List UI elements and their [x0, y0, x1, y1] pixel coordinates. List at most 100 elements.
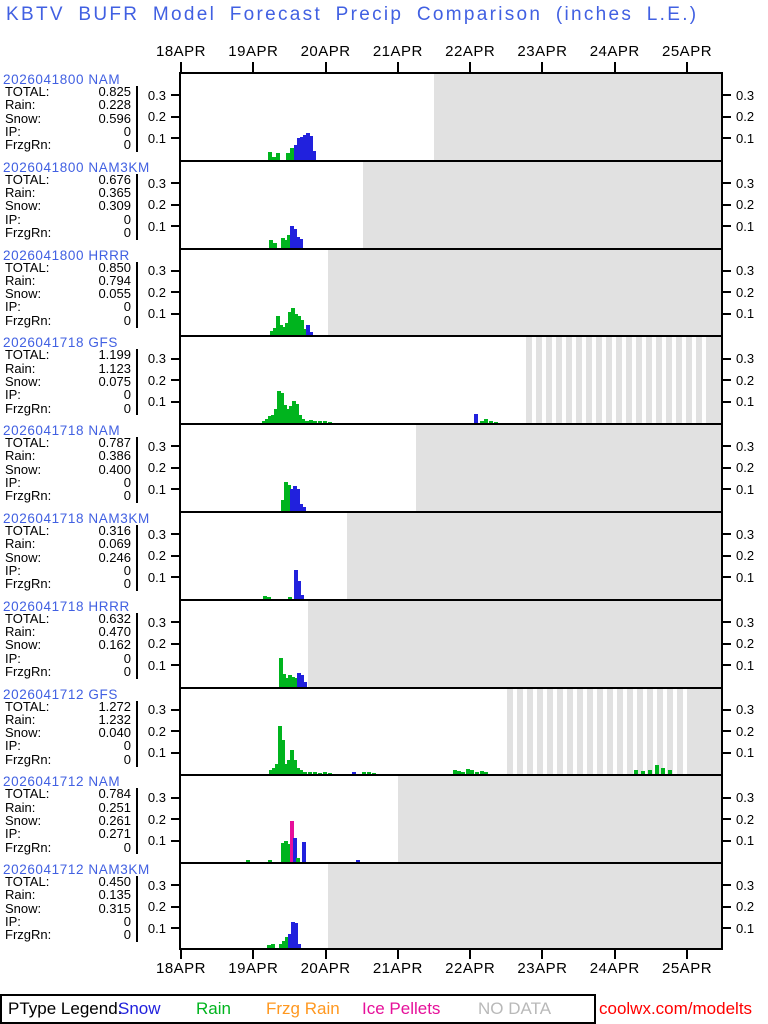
panel-stat-row: Rain: 0.069 — [5, 537, 131, 550]
x-axis-tick-bottom — [180, 950, 182, 959]
panel-stat-row: Snow: 0.075 — [5, 375, 131, 388]
y-axis-label-left: 0.2 — [147, 197, 166, 213]
legend-item-no-data: NO DATA — [478, 999, 552, 1018]
stat-separator-line — [136, 173, 138, 240]
x-axis-label-bottom: 18APR — [155, 960, 207, 977]
stat-label: TOTAL: — [5, 259, 50, 275]
stat-separator-line — [136, 261, 138, 328]
precip-bar-rain — [291, 307, 295, 336]
coolwx-modelts-link[interactable]: coolwx.com/modelts — [599, 999, 753, 1018]
stat-value: 0 — [123, 387, 131, 403]
stat-label: Rain: — [5, 887, 36, 903]
precip-bar-rain — [279, 324, 283, 336]
y-axis-label-left: 0.1 — [147, 394, 166, 410]
stat-label: IP: — [5, 387, 21, 403]
precip-bar-rain — [281, 237, 285, 248]
stat-value: 1.123 — [98, 360, 131, 376]
y-axis-label-left: 0.2 — [147, 723, 166, 739]
stat-value: 0.794 — [98, 272, 131, 288]
panel-stat-row: Snow: 0.596 — [5, 112, 131, 125]
precip-bar-rain — [295, 403, 299, 424]
y-axis-tick-left — [171, 927, 179, 930]
x-axis-label-top: 23APR — [517, 43, 568, 60]
precip-bar-rain — [284, 763, 288, 775]
precip-bar-snow — [293, 486, 297, 511]
precip-bar-rain — [284, 840, 288, 863]
y-axis-label-right: 0.2 — [736, 723, 755, 739]
precip-bar-rain — [275, 763, 279, 775]
stat-label: TOTAL: — [5, 786, 50, 802]
y-axis-label-left: 0.3 — [147, 351, 166, 367]
legend-item-snow: Snow — [118, 999, 161, 1018]
y-axis-label-left: 0.2 — [147, 284, 166, 300]
precip-bar-rain — [655, 764, 659, 775]
stat-value: 0 — [123, 299, 131, 315]
panel-stat-row: Rain: 0.228 — [5, 98, 131, 111]
precip-bar-rain — [270, 331, 274, 336]
stat-value: 0 — [123, 914, 131, 930]
y-axis-tick-left — [171, 203, 179, 206]
precip-bar-snow — [293, 837, 297, 863]
no-data-region — [687, 688, 721, 775]
y-axis-tick-right — [723, 927, 731, 930]
stat-label: IP: — [5, 562, 21, 578]
stat-value: 1.199 — [98, 347, 131, 363]
panel-stat-row: FrzgRn: 0 — [5, 314, 131, 327]
precip-bar-snow — [297, 672, 301, 687]
precip-bar-rain — [287, 234, 291, 248]
stat-label: Rain: — [5, 799, 36, 815]
panel-2026041712-NAM3KM: 2026041712 NAM3KM TOTAL: 0.450 Rain: 0.135 Sn… — [0, 862, 768, 950]
stat-value: 0.676 — [98, 171, 131, 187]
precip-bar-rain — [290, 749, 294, 775]
panel-2026041712-NAM: 2026041712 NAM TOTAL: 0.784 Rain: 0.251 Snow:… — [0, 774, 768, 863]
panel-stat-row: TOTAL: 0.676 — [5, 173, 131, 186]
no-data-region — [434, 74, 721, 160]
legend-item-ice-pellets: Ice Pellets — [362, 999, 441, 1018]
stat-label: FrzgRn: — [5, 400, 52, 416]
y-axis-tick-left — [171, 312, 179, 315]
precip-bar-snow — [309, 136, 313, 160]
precip-bar-rain — [484, 771, 488, 775]
x-axis-label-bottom: 23APR — [517, 960, 568, 977]
panel-stat-row: Rain: 0.470 — [5, 625, 131, 638]
stat-label: IP: — [5, 211, 21, 227]
panel-model-label: 2026041718 NAM3KM — [3, 511, 150, 526]
panel-2026041718-NAM3KM: 2026041718 NAM3KM TOTAL: 0.316 Rain: 0.069 Sn… — [0, 511, 768, 599]
panel-plot-box — [179, 72, 723, 160]
x-axis-label-bottom: 24APR — [589, 960, 640, 977]
precip-bar-rain — [480, 420, 484, 424]
y-axis-label-right: 0.1 — [736, 394, 755, 410]
panel-stat-row: FrzgRn: 0 — [5, 226, 131, 239]
y-axis-label-right: 0.2 — [736, 284, 755, 300]
stat-separator-line — [136, 86, 138, 152]
y-axis-label-right: 0.1 — [736, 920, 755, 936]
panel-stat-row: Rain: 0.794 — [5, 274, 131, 287]
stat-value: 0.251 — [98, 799, 131, 815]
precip-bar-rain — [277, 390, 281, 424]
stat-label: IP: — [5, 650, 21, 666]
panel-stat-row: Rain: 1.232 — [5, 713, 131, 726]
precip-bar-rain — [283, 404, 287, 424]
y-axis-label-left: 0.1 — [147, 745, 166, 761]
panel-stat-row: TOTAL: 0.825 — [5, 85, 131, 98]
precip-bar-rain — [273, 243, 277, 248]
panel-stat-row: FrzgRn: 0 — [5, 489, 131, 502]
precip-bar-rain — [648, 770, 652, 775]
precip-bar-rain — [297, 316, 301, 336]
x-axis-tick-top — [613, 62, 616, 72]
stat-label: Rain: — [5, 97, 36, 113]
precip-bar-rain — [289, 406, 293, 424]
panel-2026041800-HRRR: 2026041800 HRRR TOTAL: 0.850 Rain: 0.794 Snow… — [0, 247, 768, 336]
stat-label: Snow: — [5, 461, 42, 477]
stat-value: 0.400 — [98, 461, 131, 477]
stat-value: 0.315 — [98, 900, 131, 916]
y-axis-tick-left — [171, 466, 179, 469]
precip-bar-rain — [279, 943, 283, 948]
precip-bar-rain — [265, 418, 269, 424]
no-data-hatch-region — [526, 337, 706, 424]
y-axis-tick-right — [723, 400, 731, 403]
precip-bar-rain — [641, 770, 645, 775]
stat-label: FrzgRn: — [5, 576, 52, 592]
precip-bar-snow — [302, 506, 306, 511]
legend-title: PType Legend: — [8, 999, 123, 1018]
